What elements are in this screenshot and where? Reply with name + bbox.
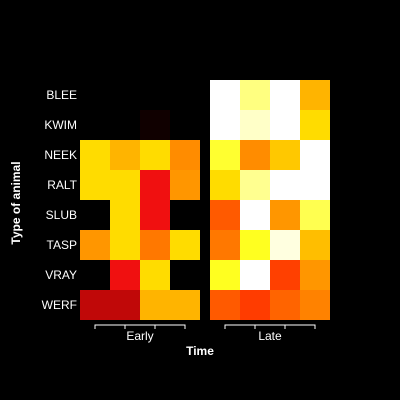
heatmap-cell-ralt-1	[80, 170, 110, 200]
row-label-vray: VRAY	[45, 268, 77, 282]
heatmap-cell-neek-7	[270, 140, 300, 170]
group-bracket-late	[224, 324, 316, 329]
heatmap-cell-slub-1	[80, 200, 110, 230]
heatmap-cell-ralt-3	[140, 170, 170, 200]
heatmap-cell-neek-4	[170, 140, 200, 170]
heatmap-cell-vray-6	[240, 260, 270, 290]
heatmap-cell-tasp-4	[170, 230, 200, 260]
heatmap-cell-kwim-2	[110, 110, 140, 140]
column-group-brackets: Early Late	[94, 324, 316, 343]
heatmap-cell-blee-6	[240, 80, 270, 110]
row-label-slub: SLUB	[46, 208, 77, 222]
heatmap-cell-werf-7	[270, 290, 300, 320]
heatmap-cell-blee-1	[80, 80, 110, 110]
heatmap-cell-tasp-2	[110, 230, 140, 260]
x-axis-title: Time	[186, 344, 214, 358]
heatmap-cell-slub-2	[110, 200, 140, 230]
heatmap-cell-neek-6	[240, 140, 270, 170]
heatmap-cell-vray-3	[140, 260, 170, 290]
heatmap-cell-slub-6	[240, 200, 270, 230]
row-label-kwim: KWIM	[44, 118, 77, 132]
heatmap-cell-kwim-8	[300, 110, 330, 140]
group-bracket-early	[94, 324, 186, 329]
heatmap-cell-blee-2	[110, 80, 140, 110]
heatmap-cell-vray-4	[170, 260, 200, 290]
heatmap-cell-neek-3	[140, 140, 170, 170]
heatmap-cell-vray-5	[210, 260, 240, 290]
heatmap-cell-werf-4	[170, 290, 200, 320]
heatmap-cell-slub-3	[140, 200, 170, 230]
heatmap-cell-tasp-1	[80, 230, 110, 260]
row-label-ralt: RALT	[47, 178, 77, 192]
heatmap-cells	[80, 80, 330, 320]
heatmap-cell-kwim-5	[210, 110, 240, 140]
heatmap-cell-kwim-6	[240, 110, 270, 140]
heatmap-cell-vray-7	[270, 260, 300, 290]
group-label-late: Late	[258, 329, 282, 343]
heatmap-cell-neek-2	[110, 140, 140, 170]
heatmap-cell-vray-2	[110, 260, 140, 290]
row-label-neek: NEEK	[44, 148, 77, 162]
row-label-tasp: TASP	[47, 238, 77, 252]
heatmap-cell-werf-5	[210, 290, 240, 320]
y-axis-title: Type of animal	[9, 161, 23, 244]
heatmap-cell-neek-1	[80, 140, 110, 170]
heatmap-cell-neek-5	[210, 140, 240, 170]
heatmap-cell-kwim-3	[140, 110, 170, 140]
heatmap-cell-ralt-5	[210, 170, 240, 200]
heatmap-cell-kwim-4	[170, 110, 200, 140]
heatmap-cell-vray-1	[80, 260, 110, 290]
heatmap-cell-blee-5	[210, 80, 240, 110]
heatmap-cell-tasp-6	[240, 230, 270, 260]
heatmap-cell-tasp-5	[210, 230, 240, 260]
heatmap-cell-blee-4	[170, 80, 200, 110]
heatmap-cell-slub-7	[270, 200, 300, 230]
heatmap-cell-werf-1	[80, 290, 110, 320]
group-label-early: Early	[126, 329, 153, 343]
heatmap-cell-slub-5	[210, 200, 240, 230]
heatmap-cell-ralt-2	[110, 170, 140, 200]
heatmap-cell-ralt-4	[170, 170, 200, 200]
heatmap-cell-slub-8	[300, 200, 330, 230]
heatmap-cell-blee-3	[140, 80, 170, 110]
heatmap-cell-slub-4	[170, 200, 200, 230]
row-label-blee: BLEE	[46, 88, 77, 102]
heatmap-cell-werf-3	[140, 290, 170, 320]
heatmap-cell-neek-8	[300, 140, 330, 170]
row-labels: BLEE KWIM NEEK RALT SLUB TASP VRAY WERF	[42, 88, 78, 312]
heatmap-cell-ralt-8	[300, 170, 330, 200]
row-label-werf: WERF	[42, 298, 77, 312]
heatmap-cell-tasp-8	[300, 230, 330, 260]
heatmap-cell-werf-8	[300, 290, 330, 320]
heatmap-cell-kwim-7	[270, 110, 300, 140]
heatmap-cell-ralt-7	[270, 170, 300, 200]
heatmap-cell-blee-7	[270, 80, 300, 110]
heatmap-cell-vray-8	[300, 260, 330, 290]
heatmap-cell-blee-8	[300, 80, 330, 110]
heatmap-cell-kwim-1	[80, 110, 110, 140]
heatmap-cell-tasp-7	[270, 230, 300, 260]
heatmap-cell-werf-2	[110, 290, 140, 320]
heatmap-cell-werf-6	[240, 290, 270, 320]
heatmap-cell-tasp-3	[140, 230, 170, 260]
heatmap-cell-ralt-6	[240, 170, 270, 200]
